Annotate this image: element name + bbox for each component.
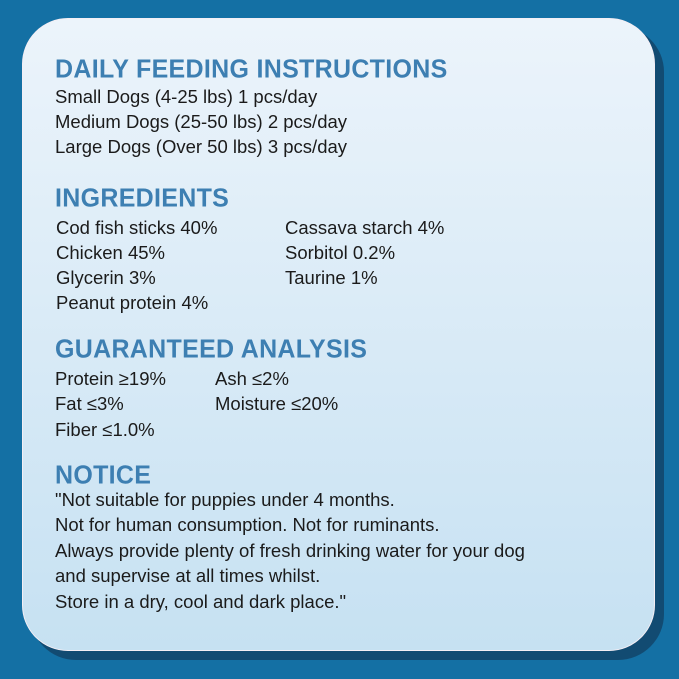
notice-line: Not for human consumption. Not for rumin… <box>55 514 440 535</box>
analysis-item: Protein ≥19% <box>55 368 166 389</box>
ingredient-item: Taurine 1% <box>285 267 378 288</box>
analysis-item: Ash ≤2% <box>215 368 289 389</box>
ingredient-item: Cod fish sticks 40% <box>56 217 218 238</box>
info-card <box>22 18 655 651</box>
notice-line: Store in a dry, cool and dark place." <box>55 591 347 612</box>
analysis-item: Fat ≤3% <box>55 393 124 414</box>
ingredient-item: Glycerin 3% <box>56 267 156 288</box>
analysis-heading: GUARANTEED ANALYSIS <box>55 334 368 364</box>
analysis-item: Fiber ≤1.0% <box>55 419 155 440</box>
analysis-item: Moisture ≤20% <box>215 393 339 414</box>
ingredient-item: Chicken 45% <box>56 242 166 263</box>
ingredient-item: Sorbitol 0.2% <box>285 242 396 263</box>
ingredient-item: Cassava starch 4% <box>285 217 445 238</box>
feeding-line: Large Dogs (Over 50 lbs) 3 pcs/day <box>55 136 348 157</box>
notice-line: Always provide plenty of fresh drinking … <box>55 540 525 561</box>
feeding-heading: DAILY FEEDING INSTRUCTIONS <box>55 54 448 84</box>
ingredient-item: Peanut protein 4% <box>56 292 209 313</box>
notice-line: "Not suitable for puppies under 4 months… <box>55 489 395 510</box>
notice-heading: NOTICE <box>55 460 152 490</box>
ingredients-heading: INGREDIENTS <box>55 183 230 213</box>
notice-line: and supervise at all times whilst. <box>55 565 321 586</box>
feeding-line: Small Dogs (4-25 lbs) 1 pcs/day <box>55 86 318 107</box>
feeding-line: Medium Dogs (25-50 lbs) 2 pcs/day <box>55 111 348 132</box>
